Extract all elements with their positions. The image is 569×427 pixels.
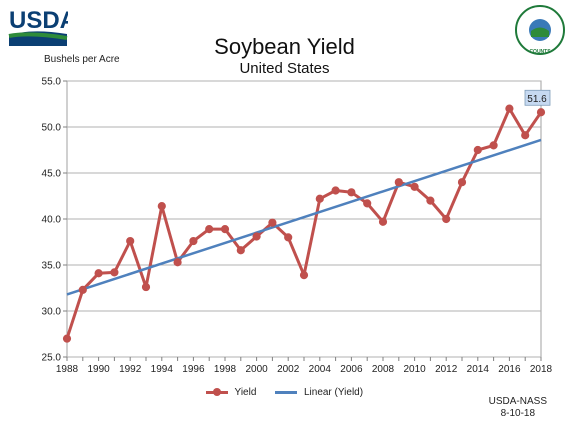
y-tick-label: 35.0 [42,261,62,272]
yield-point [426,196,435,205]
yield-point [110,268,119,277]
data-label-box [524,89,551,106]
legend-yield-swatch [205,387,228,396]
x-tick-label: 2006 [340,364,363,375]
legend-yield-label: Yield [234,387,257,398]
yield-point [489,141,498,150]
x-tick-label: 1996 [182,364,205,375]
x-tick-label: 2014 [467,364,490,375]
yield-point [394,178,403,187]
x-tick-label: 2012 [435,364,458,375]
yield-point [410,182,419,191]
agriculture-counts-seal: COUNTS [515,5,565,55]
legend-linear-swatch [275,390,298,394]
y-axis-label: Bushels per Acre [44,54,120,65]
yield-point [457,178,467,187]
yield-point [141,282,151,292]
x-tick-label: 2000 [245,364,268,375]
y-tick-label: 50.0 [42,123,62,134]
yield-point [220,225,230,234]
y-tick-label: 45.0 [42,169,62,180]
yield-point [173,258,182,267]
usda-logo: USDA [8,7,68,46]
x-tick-label: 1992 [119,364,142,375]
yield-point [157,202,166,211]
yield-point [347,188,356,197]
yield-point [331,186,340,195]
yield-point [473,145,482,155]
chart-title: Soybean Yield [214,34,355,59]
x-tick-label: 2016 [498,364,521,375]
yield-point [299,271,309,280]
legend-item-linear: Linear (Yield) [275,387,363,398]
yield-point [284,233,293,242]
usda-logo-text: USDA [9,7,68,34]
source-agency: USDA-NASS [488,396,547,407]
source-date: 8-10-18 [500,408,536,419]
x-tick-label: 2002 [277,364,300,375]
x-tick-label: 1990 [87,364,110,375]
x-tick-label: 1998 [214,364,237,375]
yield-point [94,269,103,278]
yield-point [205,225,214,234]
yield-point [378,217,388,226]
yield-point [536,108,546,117]
svg-text:COUNTS: COUNTS [529,49,551,55]
yield-point [236,246,245,255]
x-tick-label: 1994 [151,364,174,375]
legend-linear-label: Linear (Yield) [303,387,364,398]
yield-point [363,199,372,208]
x-tick-label: 2008 [372,364,395,375]
y-tick-label: 30.0 [42,307,62,318]
yield-point [442,214,451,224]
data-label-2018: 51.6 [527,94,547,105]
legend-item-yield: Yield [205,387,257,398]
chart-subtitle: United States [239,60,330,77]
source-note: USDA-NASS 8-10-18 [489,396,547,420]
x-tick-label: 2018 [530,364,553,375]
chart-legend: Yield Linear (Yield) [0,387,569,398]
yield-point [268,218,277,227]
yield-point [315,194,324,203]
yield-point [521,131,530,140]
yield-point [78,285,87,294]
yield-point [252,232,261,241]
yield-point [505,104,514,113]
y-tick-label: 40.0 [42,215,62,226]
yield-point [126,236,135,246]
yield-point [189,236,198,246]
linear-trend-line [66,138,542,296]
y-tick-label: 55.0 [42,77,62,88]
yield-point [62,334,72,343]
x-tick-label: 1988 [56,364,79,375]
x-tick-label: 2004 [309,364,332,375]
y-tick-label: 25.0 [42,353,62,364]
x-tick-label: 2010 [403,364,426,375]
